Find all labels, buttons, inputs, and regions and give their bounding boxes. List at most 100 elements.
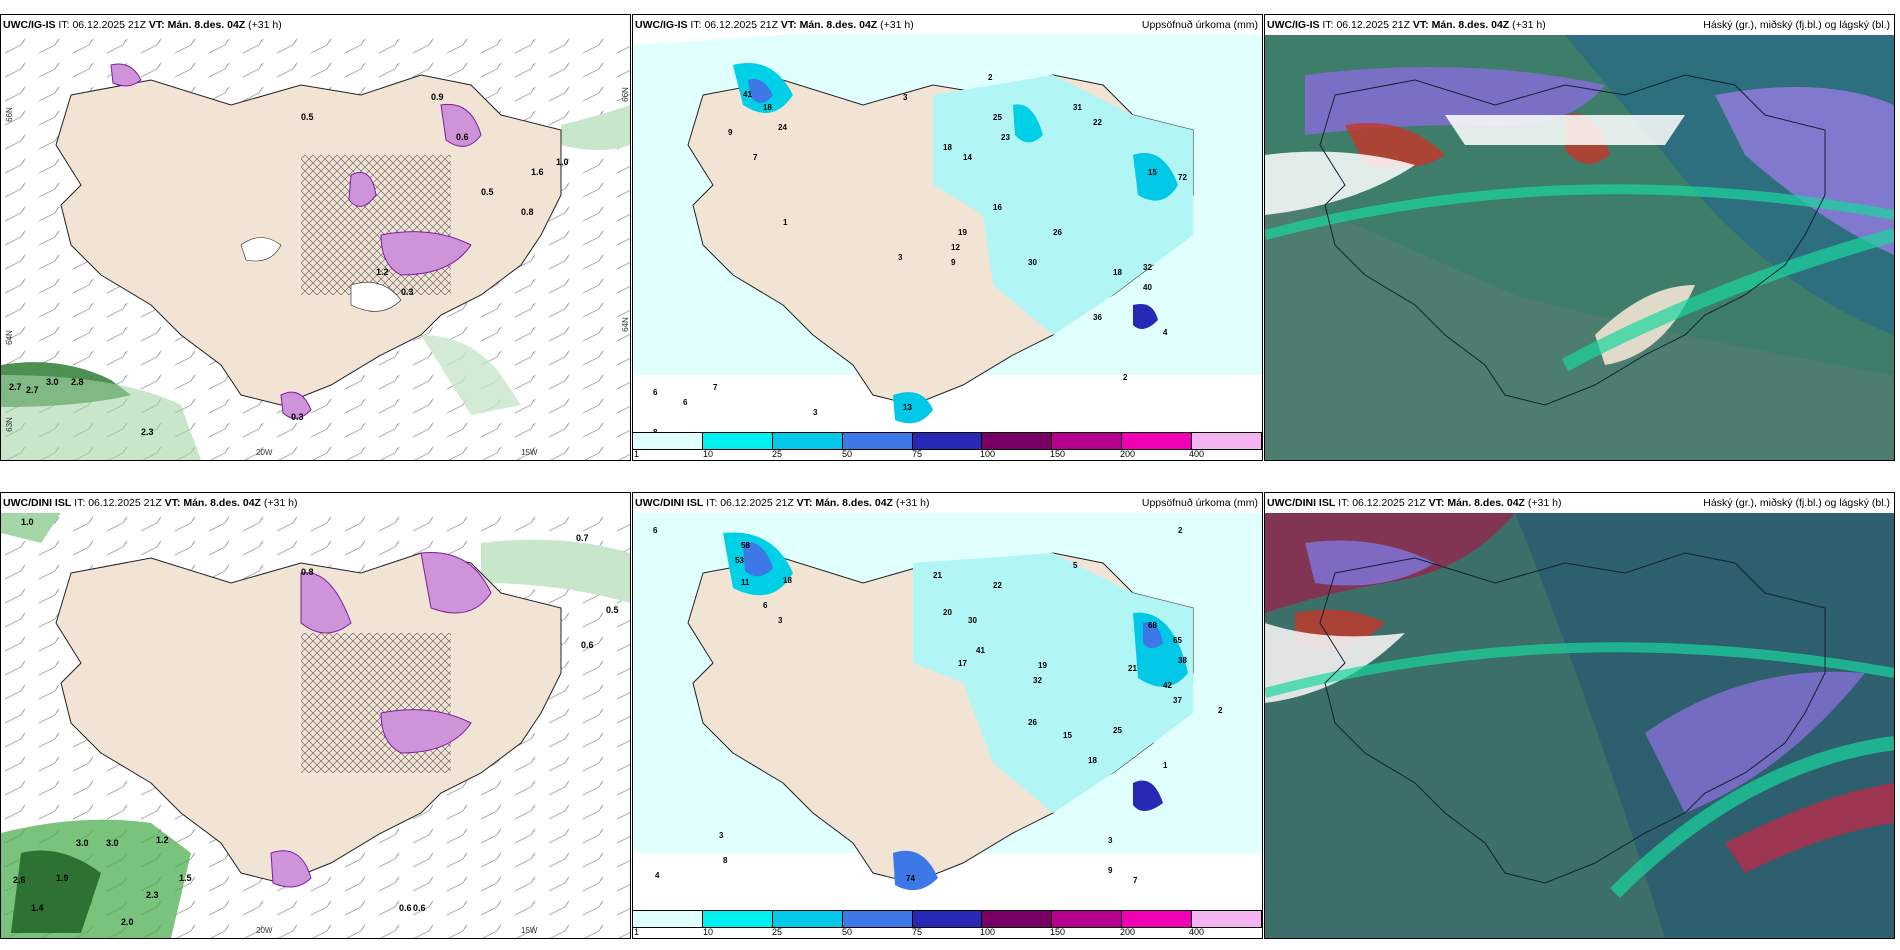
legend-tick: 400 [1189, 927, 1205, 937]
panel-header: UWC/DINI ISL IT: 06.12.2025 21Z VT: Mán.… [633, 493, 1262, 513]
legend-swatch [772, 433, 843, 449]
wind-label: 0.8 [301, 567, 314, 577]
wind-map: 0.5 0.9 0.6 0.3 1.2 0.5 0.8 1.6 0.3 2.7 … [1, 35, 630, 460]
precip-value: 2 [1178, 526, 1183, 535]
precip-value: 3 [903, 93, 908, 102]
precip-value: 7 [1133, 876, 1138, 885]
precip-value: 42 [1163, 681, 1172, 690]
precip-value: 7 [713, 383, 718, 392]
precip-value: 15 [1148, 168, 1157, 177]
precip-value: 4 [655, 871, 660, 880]
panel-header: UWC/DINI ISL IT: 06.12.2025 21Z VT: Mán.… [1, 493, 630, 513]
legend-swatch [842, 433, 913, 449]
legend-tick: 100 [980, 449, 996, 459]
lon-label: 15W [521, 448, 538, 457]
legend-swatch [982, 911, 1053, 927]
precip-value: 2 [1123, 373, 1128, 382]
precip-value: 18 [1088, 756, 1097, 765]
wind-label: 3.0 [106, 838, 119, 848]
lat-label: 66N [4, 107, 14, 122]
precip-legend: 1 10 25 50 75 100 150 200 400 [633, 432, 1262, 460]
legend-tick: 75 [912, 927, 923, 937]
legend-swatch [1192, 911, 1262, 927]
legend-tick: 75 [912, 449, 923, 459]
wind-label: 0.8 [521, 207, 534, 217]
precip-value: 14 [963, 153, 972, 162]
precip-value: 18 [783, 576, 792, 585]
precip-value: 3 [778, 616, 783, 625]
legend-swatch [633, 911, 703, 927]
wind-label: 1.2 [376, 267, 389, 277]
precip-value: 6 [683, 398, 688, 407]
wind-label: 1.0 [21, 517, 34, 527]
precip-value: 3 [898, 253, 903, 262]
wind-label: 1.5 [179, 873, 192, 883]
legend-swatch [912, 911, 983, 927]
precip-value: 9 [1108, 866, 1113, 875]
precip-value: 6 [653, 388, 658, 397]
legend-tick: 150 [1050, 449, 1066, 459]
legend-tick: 25 [772, 927, 783, 937]
panel-dini-wind: UWC/DINI ISL IT: 06.12.2025 21Z VT: Mán.… [0, 492, 631, 939]
wind-label: 0.6 [456, 132, 469, 142]
precip-value: 6 [653, 526, 658, 535]
precip-value: 22 [1093, 118, 1102, 127]
legend-tick: 50 [842, 449, 853, 459]
legend-swatch [912, 433, 983, 449]
legend-swatch [633, 433, 703, 449]
legend-swatch [1052, 433, 1123, 449]
precip-value: 12 [951, 243, 960, 252]
precip-value: 31 [1073, 103, 1082, 112]
panel-dini-precip: UWC/DINI ISL IT: 06.12.2025 21Z VT: Mán.… [632, 492, 1263, 939]
legend-swatch [1052, 911, 1123, 927]
wind-label: 0.3 [291, 412, 304, 422]
precip-value: 1 [783, 218, 788, 227]
legend-tick: 1 [634, 927, 640, 937]
wind-label: 3.0 [76, 838, 89, 848]
precip-value: 36 [1093, 313, 1102, 322]
wind-label: 2.3 [146, 890, 159, 900]
iceland-outline [1319, 74, 1826, 406]
lon-label: 15W [521, 926, 538, 935]
precip-value: 16 [993, 203, 1002, 212]
legend-tick: 50 [842, 927, 853, 937]
wind-label: 0.5 [301, 112, 314, 122]
precip-value: 18 [763, 103, 772, 112]
iceland-outline [1319, 552, 1826, 884]
precip-value: 32 [1143, 263, 1152, 272]
precip-value: 30 [1028, 258, 1037, 267]
cloud-map [1265, 35, 1894, 460]
legend-swatch [1122, 433, 1193, 449]
legend-swatch [1122, 911, 1193, 927]
precip-value: 26 [1028, 718, 1037, 727]
precip-value: 18 [1113, 268, 1122, 277]
wind-label: 0.9 [431, 92, 444, 102]
precip-value: 19 [1038, 661, 1047, 670]
wind-label: 3.0 [46, 377, 59, 387]
wind-label: 2.8 [71, 377, 84, 387]
precip-value: 2 [988, 73, 993, 82]
precip-value: 41 [743, 90, 752, 99]
legend-swatch [702, 911, 773, 927]
legend-swatch [982, 433, 1053, 449]
legend-swatch [702, 433, 773, 449]
precip-value: 23 [1001, 133, 1010, 142]
precip-value: 3 [1108, 836, 1113, 845]
precip-value: 26 [1053, 228, 1062, 237]
lon-label: 20W [256, 448, 273, 457]
wind-label: 0.6 [399, 903, 412, 913]
precip-value: 9 [951, 258, 956, 267]
wind-label: 0.3 [401, 287, 414, 297]
precip-value: 58 [741, 541, 750, 550]
precip-value: 22 [993, 581, 1002, 590]
precip-value: 32 [1033, 676, 1042, 685]
panel-header: UWC/IG-IS IT: 06.12.2025 21Z VT: Mán. 8.… [1, 15, 630, 35]
wind-label: 2.7 [26, 385, 39, 395]
precip-value: 2 [1218, 706, 1223, 715]
precip-value: 37 [1173, 696, 1182, 705]
precip-value: 3 [719, 831, 724, 840]
wind-label: 2.7 [9, 382, 22, 392]
legend-tick: 10 [703, 927, 714, 937]
legend-tick: 25 [772, 449, 783, 459]
precip-value: 65 [1173, 636, 1182, 645]
